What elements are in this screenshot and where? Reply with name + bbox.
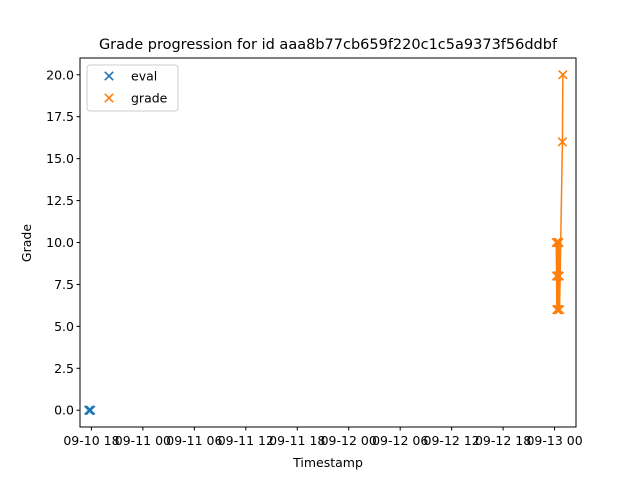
x-tick-label: 09-12 00 bbox=[321, 433, 377, 448]
chart-title: Grade progression for id aaa8b77cb659f22… bbox=[99, 37, 558, 53]
marker-stroke bbox=[104, 93, 114, 103]
y-tick-label: 15.0 bbox=[46, 151, 74, 166]
legend: eval grade bbox=[86, 64, 179, 112]
x-tick-label: 09-13 00 bbox=[526, 433, 582, 448]
data-point-grade bbox=[554, 271, 565, 281]
legend-marker-grade bbox=[104, 93, 114, 103]
x-axis-label: Timestamp bbox=[292, 455, 363, 470]
plot-area bbox=[84, 70, 568, 415]
marker-stroke bbox=[557, 137, 568, 147]
marker-stroke bbox=[104, 71, 114, 81]
y-tick-label: 7.5 bbox=[54, 277, 74, 292]
data-point-eval bbox=[85, 405, 96, 415]
x-tick-label: 09-11 06 bbox=[166, 433, 222, 448]
legend-label-eval: eval bbox=[131, 69, 157, 84]
y-tick-label: 2.5 bbox=[54, 361, 74, 376]
y-axis-label: Grade bbox=[19, 224, 34, 262]
x-tick-label: 09-11 00 bbox=[115, 433, 171, 448]
x-tick-label: 09-12 18 bbox=[475, 433, 531, 448]
marker-stroke bbox=[85, 405, 96, 415]
x-tick-label: 09-12 06 bbox=[372, 433, 428, 448]
y-tick-label: 0.0 bbox=[54, 403, 74, 418]
legend-label-grade: grade bbox=[131, 91, 168, 106]
x-tick-label: 09-10 18 bbox=[63, 433, 119, 448]
plot-frame bbox=[79, 57, 577, 428]
y-tick-label: 10.0 bbox=[46, 235, 74, 250]
y-tick-label: 5.0 bbox=[54, 319, 74, 334]
y-tick-label: 20.0 bbox=[46, 67, 74, 82]
x-tick-label: 09-11 12 bbox=[218, 433, 274, 448]
data-point-grade bbox=[557, 137, 568, 147]
marker-stroke bbox=[554, 271, 565, 281]
series-grade bbox=[551, 70, 568, 315]
series-eval bbox=[84, 405, 96, 415]
y-axis: 0.0 2.5 5.0 7.5 10.0 12.5 15.0 17.5 20.0 bbox=[46, 67, 80, 418]
series-line-grade bbox=[555, 74, 564, 311]
legend-marker-eval bbox=[104, 71, 114, 81]
x-tick-label: 09-12 12 bbox=[424, 433, 480, 448]
marker-stroke bbox=[554, 237, 564, 248]
data-point-grade bbox=[554, 304, 565, 315]
marker-stroke bbox=[554, 304, 565, 315]
data-point-grade bbox=[558, 70, 568, 80]
x-tick-label: 09-11 18 bbox=[269, 433, 325, 448]
data-point-grade bbox=[554, 237, 564, 248]
y-tick-label: 12.5 bbox=[46, 193, 74, 208]
y-tick-label: 17.5 bbox=[46, 109, 74, 124]
marker-stroke bbox=[558, 70, 568, 80]
